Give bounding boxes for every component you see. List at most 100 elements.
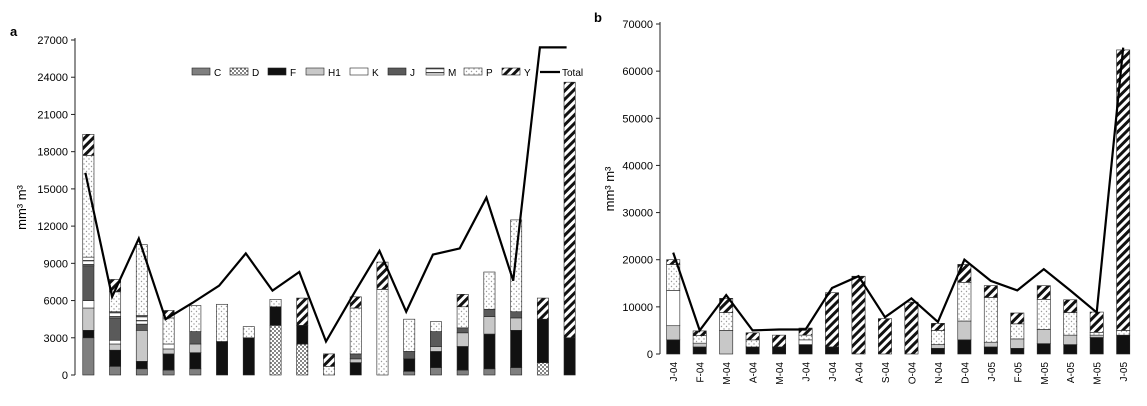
bar-segment-p — [403, 318, 416, 352]
bar-segment-d — [296, 343, 309, 376]
y-tick-label: 18000 — [37, 147, 68, 159]
bar-segment-h1 — [957, 320, 972, 341]
bar-segment-f — [189, 352, 202, 370]
bar-segment-f — [1089, 337, 1104, 355]
bar-segment-f — [216, 341, 228, 376]
legend-label: Total — [562, 68, 583, 79]
bar-segment-p — [510, 219, 523, 313]
bar-segment-h1 — [1089, 334, 1104, 338]
y-tick-label: 20000 — [622, 255, 653, 267]
legend-swatch-f — [267, 67, 287, 76]
bar-segment-f — [1036, 343, 1051, 355]
x-tick-label: M-05 — [1040, 362, 1051, 385]
y-tick-label: 10000 — [622, 302, 653, 314]
bar-segment-j — [135, 323, 148, 331]
bar-segment-y — [323, 353, 335, 367]
bar-segment-f — [349, 362, 362, 376]
bar-segment-h1 — [983, 341, 998, 348]
y-tick-label: 0 — [647, 349, 653, 361]
legend-label: K — [372, 68, 379, 79]
bar-segment-j — [483, 308, 496, 317]
bar-segment-p — [692, 335, 707, 344]
x-tick-label: J-05 — [1119, 362, 1130, 382]
bar-segment-h1 — [162, 348, 175, 355]
bar-segment-j — [109, 317, 122, 341]
bar-segment-f — [563, 337, 576, 376]
bar-segment-p — [189, 305, 202, 332]
bar-segment-f — [930, 348, 945, 355]
bar-segment-y — [904, 301, 919, 355]
bar-segment-p — [1089, 332, 1104, 336]
series-line-total — [672, 47, 1125, 333]
bar-segment-j — [456, 327, 469, 334]
bar-segment-p — [430, 321, 442, 332]
y-tick-label: 27000 — [37, 35, 68, 47]
x-tick-labels-b: J-04 F-04 M-04 A-04 M-04 J-04 J-04 A-04 S-04 O-04… — [669, 362, 1130, 385]
bar-segment-p — [242, 326, 255, 339]
bar-segment-h1 — [135, 330, 148, 362]
bar-segment-y — [296, 297, 309, 326]
bar-segment-p — [930, 330, 945, 345]
x-tick-label: M-04 — [775, 362, 786, 385]
legend-swatch-d — [229, 67, 249, 76]
x-tick-label: A-05 — [1066, 362, 1077, 384]
bar-segment-c — [135, 368, 148, 376]
legend-swatch-c — [191, 67, 211, 76]
bar-segment-c — [82, 337, 95, 376]
bar-segment-p — [983, 297, 998, 343]
bar-segment-p — [135, 244, 148, 316]
bar-segment-y — [1089, 311, 1104, 333]
bar-segment-f — [403, 358, 416, 372]
legend-label: C — [214, 68, 221, 79]
bar-segment-c — [510, 367, 523, 376]
bar-segment-h1 — [1063, 334, 1078, 345]
bar-segment-h1 — [666, 325, 681, 341]
legend-label: H1 — [328, 68, 341, 79]
x-tick-label: N-04 — [934, 362, 945, 384]
x-tick-label: J-04 — [669, 362, 680, 382]
legend-swatch-h1 — [305, 67, 325, 76]
bar-segment-p — [1036, 299, 1051, 330]
bar-segment-c — [189, 368, 202, 376]
x-tick-label: A-04 — [855, 362, 866, 384]
x-tick-label: F-04 — [696, 362, 707, 383]
chart-panel-b: b mm³ m³ 0 10000 20000 30000 40000 50000 60000… — [594, 10, 1130, 385]
bar-segment-f — [957, 339, 972, 355]
bar-segment-f — [483, 333, 496, 370]
legend-swatch-m — [425, 67, 445, 76]
axis-group-a: 0 3000 6000 9000 12000 15000 18000 21000 24000 27… — [37, 35, 76, 382]
y-axis-label-a: mm³ m³ — [14, 184, 29, 229]
bar-segment-k — [109, 339, 122, 345]
y-tick-label: 50000 — [622, 113, 653, 125]
bar-segment-j — [510, 311, 523, 319]
bar-segment-p — [1063, 312, 1078, 336]
y-tick-label: 40000 — [622, 160, 653, 172]
y-tick-label: 3000 — [44, 333, 68, 345]
x-tick-label: J-05 — [987, 362, 998, 382]
bar-segment-p — [323, 366, 335, 376]
bar-segment-m — [135, 315, 148, 325]
y-tick-label: 15000 — [37, 184, 68, 196]
bar-segment-f — [269, 306, 282, 326]
bar-segment-p — [719, 312, 734, 331]
bar-segment-h1 — [510, 317, 523, 331]
bar-segment-k — [82, 300, 95, 309]
panel-label-b: b — [594, 10, 602, 25]
bar-segment-j — [189, 331, 202, 345]
x-tick-label: M-05 — [1093, 362, 1104, 385]
bar-segment-y — [456, 294, 469, 308]
bar-segment-p — [269, 299, 282, 308]
bar-segment-f — [745, 346, 760, 355]
bar-segment-p — [483, 271, 496, 310]
y-tick-label: 30000 — [622, 208, 653, 220]
legend-label: M — [448, 68, 456, 79]
bar-segment-y — [563, 81, 576, 339]
bar-segment-f — [242, 337, 255, 376]
bar-segment-h1 — [456, 332, 469, 347]
bar-segment-p — [745, 339, 760, 348]
bar-segment-c — [430, 367, 442, 376]
bar-segment-c — [483, 368, 496, 376]
bar-segment-k — [666, 290, 681, 327]
x-tick-label: D-04 — [960, 362, 971, 384]
bar-segment-f — [772, 346, 787, 355]
